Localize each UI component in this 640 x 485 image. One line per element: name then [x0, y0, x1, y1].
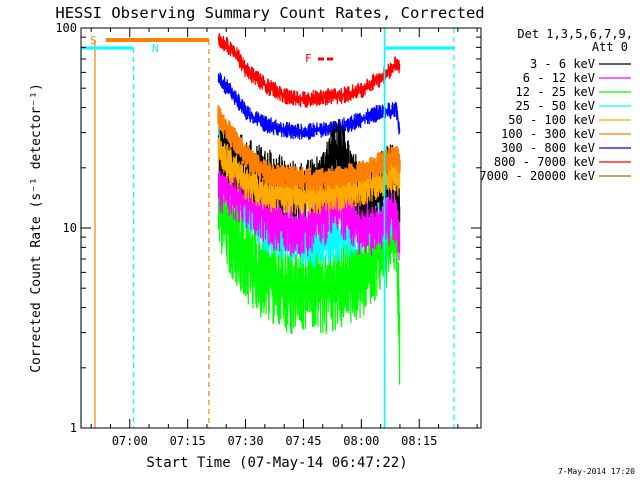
x-tick-label: 08:15	[401, 434, 437, 448]
saa-label: S	[90, 34, 97, 47]
night-label: N	[152, 42, 159, 55]
x-tick-label: 07:00	[112, 434, 148, 448]
data-traces	[217, 33, 401, 385]
legend-entry: 50 - 100 keV	[508, 113, 595, 127]
legend-entry: 25 - 50 keV	[516, 99, 595, 113]
legend-entry: 100 - 300 keV	[501, 127, 595, 141]
x-tick-label: 07:45	[285, 434, 321, 448]
chart-title: HESSI Observing Summary Count Rates, Cor…	[55, 4, 484, 22]
footer-date: 7-May-2014 17:20	[558, 467, 635, 476]
x-tick-label: 08:00	[343, 434, 379, 448]
series-trace	[217, 33, 401, 108]
series-trace	[217, 105, 401, 192]
y-axis-label: Corrected Count Rate (s⁻¹ detector⁻¹)	[29, 83, 44, 373]
legend-header-2: Att 0	[592, 40, 628, 54]
x-axis-label: Start Time (07-May-14 06:47:22)	[146, 455, 407, 471]
axes: 07:00 07:15 07:30 07:45 08:00 08:15 1 10 100	[55, 21, 481, 448]
legend-entry: 3 - 6 keV	[530, 57, 595, 71]
flare-label: F	[305, 52, 312, 65]
legend-entry: 300 - 800 keV	[501, 141, 595, 155]
y-tick-label: 10	[63, 221, 77, 235]
series-trace	[217, 156, 401, 261]
y-tick-label: 1	[70, 421, 77, 435]
x-tick-label: 07:30	[227, 434, 263, 448]
legend-entry: 12 - 25 keV	[516, 85, 595, 99]
x-tick-label: 07:15	[170, 434, 206, 448]
legend-entry: 6 - 12 keV	[523, 71, 595, 85]
legend-header-1: Det 1,3,5,6,7,9,	[517, 27, 633, 41]
legend-entry: 800 - 7000 keV	[494, 155, 595, 169]
y-tick-label: 100	[55, 21, 77, 35]
legend-entry: 7000 - 20000 keV	[479, 169, 595, 183]
series-trace	[217, 72, 401, 141]
